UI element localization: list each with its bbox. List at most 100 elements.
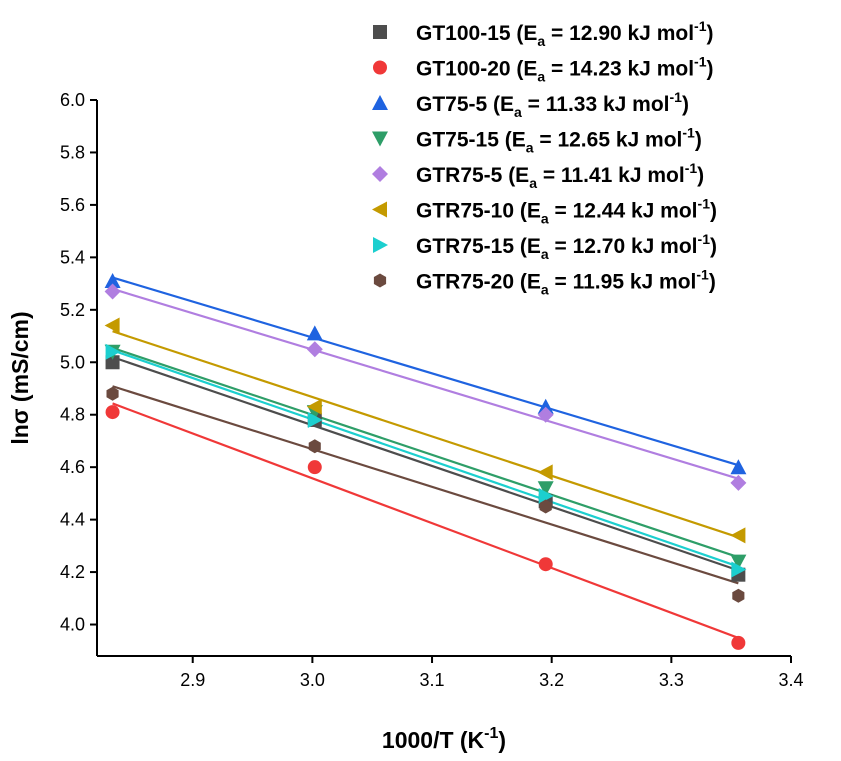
data-point xyxy=(731,635,746,650)
legend-label-part: = 11.33 kJ mol xyxy=(522,93,670,116)
fit-line xyxy=(112,402,739,639)
legend-label-part: = 11.95 kJ mol xyxy=(549,271,697,294)
data-point xyxy=(105,405,120,420)
fit-line xyxy=(112,346,739,559)
legend-label-part: = 12.90 kJ mol xyxy=(545,22,694,45)
legend-label-part: -1 xyxy=(698,231,711,247)
y-tick-label: 5.8 xyxy=(60,142,85,162)
legend-label-part: a xyxy=(541,246,549,262)
legend-label-part: ) xyxy=(695,129,702,152)
legend-label-part: GT100-20 (E xyxy=(416,58,537,81)
data-point xyxy=(537,481,554,497)
data-point xyxy=(730,459,747,475)
legend-label-part: -1 xyxy=(694,18,707,34)
y-tick-label: 4.4 xyxy=(60,510,85,530)
y-tick-label: 4.8 xyxy=(60,405,85,425)
legend-label-part: -1 xyxy=(698,196,711,212)
legend-label-part: ) xyxy=(682,93,689,116)
legend-label-part: -1 xyxy=(696,267,709,283)
legend-label-part: ) xyxy=(697,164,704,187)
legend-label-part: a xyxy=(526,140,534,156)
fit-lines xyxy=(112,276,739,639)
y-tick-label: 4.2 xyxy=(60,562,85,582)
legend-label-part: a xyxy=(537,69,545,85)
legend-marker xyxy=(372,166,388,182)
fit-line xyxy=(112,276,739,467)
fit-line xyxy=(112,287,739,480)
x-tick-label: 3.4 xyxy=(778,670,803,690)
y-tick-label: 5.0 xyxy=(60,352,85,372)
legend: GT100-15 (Ea = 12.90 kJ mol-1)GT100-20 (… xyxy=(372,18,717,298)
y-tick-label: 4.6 xyxy=(60,457,85,477)
legend-label-part: = 12.70 kJ mol xyxy=(549,235,698,258)
legend-label-part: GTR75-20 (E xyxy=(416,271,541,294)
x-axis-title-tail: ) xyxy=(498,727,506,753)
legend-label: GTR75-5 (Ea = 11.41 kJ mol-1) xyxy=(416,160,704,191)
y-axis-title: lnσ (mS/cm) xyxy=(7,311,33,444)
legend-label-part: ) xyxy=(707,58,714,81)
legend-label-part: ) xyxy=(709,271,716,294)
legend-label-part: -1 xyxy=(682,125,695,141)
legend-label: GTR75-10 (Ea = 12.44 kJ mol-1) xyxy=(416,196,717,227)
legend-label: GT75-5 (Ea = 11.33 kJ mol-1) xyxy=(416,89,689,120)
data-point xyxy=(105,355,120,370)
legend-label-part: a xyxy=(541,282,549,298)
x-tick-label: 3.2 xyxy=(539,670,564,690)
x-tick-label: 3.1 xyxy=(420,670,445,690)
x-tick-label: 3.3 xyxy=(659,670,684,690)
legend-label-part: a xyxy=(537,33,545,49)
legend-marker xyxy=(372,131,388,147)
data-point xyxy=(537,398,554,414)
legend-label-part: -1 xyxy=(670,89,683,105)
data-point xyxy=(538,488,554,504)
x-axis-title-sup: -1 xyxy=(484,725,498,742)
x-tick-label: 3.0 xyxy=(300,670,325,690)
data-point xyxy=(307,460,322,475)
legend-marker xyxy=(373,273,387,288)
legend-label-part: ) xyxy=(707,22,714,45)
legend-marker xyxy=(373,25,387,39)
legend-label-part: -1 xyxy=(694,54,707,70)
fit-line xyxy=(112,385,739,585)
legend-label-part: = 12.44 kJ mol xyxy=(549,200,698,223)
legend-label-part: GT100-15 (E xyxy=(416,22,537,45)
legend-label: GT75-15 (Ea = 12.65 kJ mol-1) xyxy=(416,125,702,156)
x-tick-label: 2.9 xyxy=(180,670,205,690)
data-point xyxy=(105,343,121,360)
data-points xyxy=(104,273,747,650)
legend-label-part: = 11.41 kJ mol xyxy=(537,164,685,187)
legend-label-part: GT75-15 (E xyxy=(416,129,526,152)
data-point xyxy=(104,317,120,334)
legend-label-part: GTR75-10 (E xyxy=(416,200,541,223)
legend-label-part: GT75-5 (E xyxy=(416,93,514,116)
y-tick-label: 6.0 xyxy=(60,90,85,110)
x-axis-title-main: 1000/T (K xyxy=(382,727,485,753)
legend-marker xyxy=(373,237,388,253)
legend-label: GT100-15 (Ea = 12.90 kJ mol-1) xyxy=(416,18,714,49)
y-tick-label: 4.0 xyxy=(60,615,85,635)
y-tick-label: 5.6 xyxy=(60,195,85,215)
data-point xyxy=(306,341,323,358)
legend-label-part: GTR75-5 (E xyxy=(416,164,529,187)
legend-label-part: a xyxy=(514,104,522,120)
data-point xyxy=(538,557,553,572)
y-tick-label: 5.4 xyxy=(60,247,85,267)
axes xyxy=(96,100,791,657)
data-point xyxy=(306,398,322,415)
y-tick-label: 5.2 xyxy=(60,300,85,320)
data-point xyxy=(306,325,323,341)
data-point xyxy=(106,386,119,401)
ticks: 2.9 3.0 3.1 3.2 3.3 3.4 4.0 4.2 4.4 4.6 4.8 5.0 5.2 5… xyxy=(60,90,804,690)
fit-line xyxy=(112,330,739,539)
data-point xyxy=(731,561,747,578)
legend-label-part: a xyxy=(541,211,549,227)
legend-label-part: a xyxy=(529,175,537,191)
legend-marker xyxy=(372,95,388,110)
legend-label-part: GTR75-15 (E xyxy=(416,235,541,258)
x-axis-title: 1000/T (K-1) xyxy=(382,725,506,753)
data-point xyxy=(104,283,121,300)
fit-line xyxy=(112,349,739,568)
data-point xyxy=(730,527,746,544)
data-point xyxy=(308,439,321,454)
